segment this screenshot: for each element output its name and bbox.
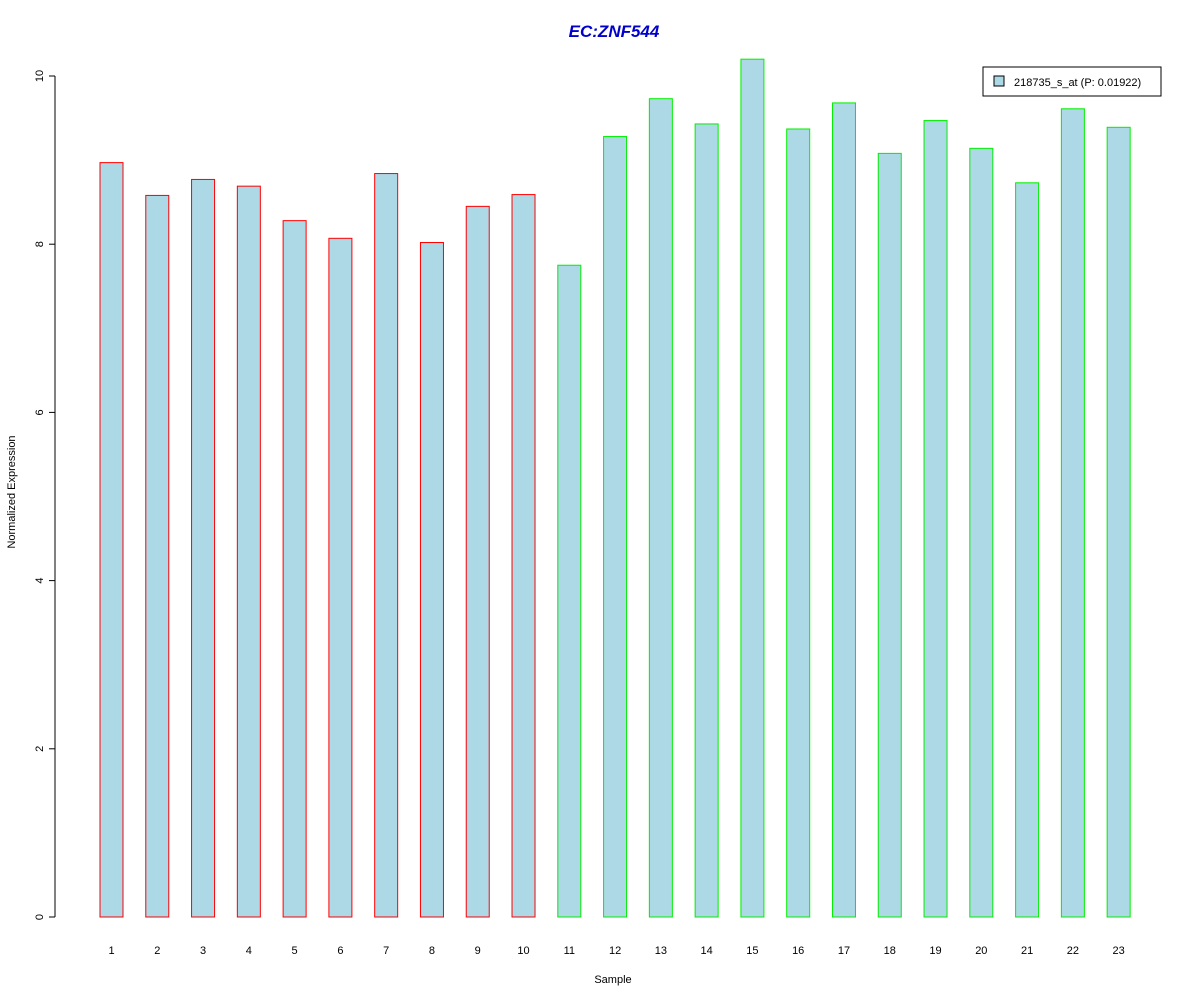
bar-sample-3 xyxy=(191,178,216,918)
x-tick-label: 18 xyxy=(884,945,896,957)
x-tick-label: 5 xyxy=(292,945,298,957)
x-tick-label: 21 xyxy=(1021,945,1033,957)
y-tick-label: 0 xyxy=(34,914,46,920)
bar-sample-2 xyxy=(145,194,170,918)
x-tick-label: 14 xyxy=(701,945,713,957)
bar-sample-19 xyxy=(923,120,948,918)
x-tick-label: 8 xyxy=(429,945,435,957)
bar-sample-14 xyxy=(694,123,719,918)
legend-box xyxy=(982,66,1162,97)
x-tick-label: 7 xyxy=(383,945,389,957)
x-tick-label: 23 xyxy=(1113,945,1125,957)
x-axis-label: Sample xyxy=(594,974,631,986)
bar-sample-10 xyxy=(511,194,536,918)
bar-sample-20 xyxy=(969,147,994,918)
bar-sample-23 xyxy=(1106,126,1131,918)
x-tick-label: 11 xyxy=(564,945,575,957)
x-tick-label: 16 xyxy=(792,945,804,957)
x-tick-label: 9 xyxy=(475,945,481,957)
bar-sample-18 xyxy=(877,152,902,918)
bar-sample-1 xyxy=(99,162,124,918)
bar-sample-22 xyxy=(1060,108,1085,918)
bar-sample-15 xyxy=(740,58,765,918)
y-tick-label: 10 xyxy=(34,70,46,82)
y-tick-label: 6 xyxy=(34,409,46,415)
y-tick-label: 2 xyxy=(34,746,46,752)
bar-sample-11 xyxy=(557,264,582,918)
x-tick-label: 4 xyxy=(246,945,252,957)
legend: 218735_s_at (P: 0.01922) xyxy=(982,66,1162,97)
bar-sample-8 xyxy=(419,242,444,918)
y-tick-label: 8 xyxy=(34,241,46,247)
bar-sample-13 xyxy=(648,98,673,918)
bar-sample-17 xyxy=(831,102,856,918)
x-tick-label: 13 xyxy=(655,945,667,957)
y-tick-label: 4 xyxy=(34,578,46,584)
bar-sample-21 xyxy=(1015,182,1040,918)
x-tick-label: 19 xyxy=(929,945,941,957)
x-tick-label: 22 xyxy=(1067,945,1079,957)
x-tick-label: 12 xyxy=(609,945,621,957)
x-tick-label: 20 xyxy=(975,945,987,957)
chart-title: EC:ZNF544 xyxy=(569,22,660,41)
x-tick-labels: 1 2 3 4 5 6 7 8 9 10 11 12 13 14 15 16 17 18 19 20 21 22 23 xyxy=(108,945,1124,957)
bar-sample-12 xyxy=(603,136,628,918)
x-tick-label: 6 xyxy=(337,945,343,957)
bar-sample-9 xyxy=(465,205,490,918)
y-axis-label: Normalized Expression xyxy=(6,435,18,548)
y-axis: 0 2 4 6 8 10 xyxy=(34,70,56,920)
legend-series-label: 218735_s_at (P: 0.01922) xyxy=(1014,77,1141,89)
bar-sample-5 xyxy=(282,220,307,918)
bar-sample-4 xyxy=(236,185,261,918)
x-tick-label: 3 xyxy=(200,945,206,957)
legend-swatch xyxy=(993,75,1005,87)
x-tick-label: 15 xyxy=(746,945,758,957)
bar-sample-7 xyxy=(374,173,399,918)
bars-group xyxy=(99,58,1131,918)
x-tick-label: 17 xyxy=(838,945,850,957)
bar-sample-16 xyxy=(786,128,811,918)
x-tick-label: 1 xyxy=(108,945,114,957)
x-tick-label: 2 xyxy=(154,945,160,957)
bar-sample-6 xyxy=(328,237,353,918)
x-tick-label: 10 xyxy=(517,945,529,957)
